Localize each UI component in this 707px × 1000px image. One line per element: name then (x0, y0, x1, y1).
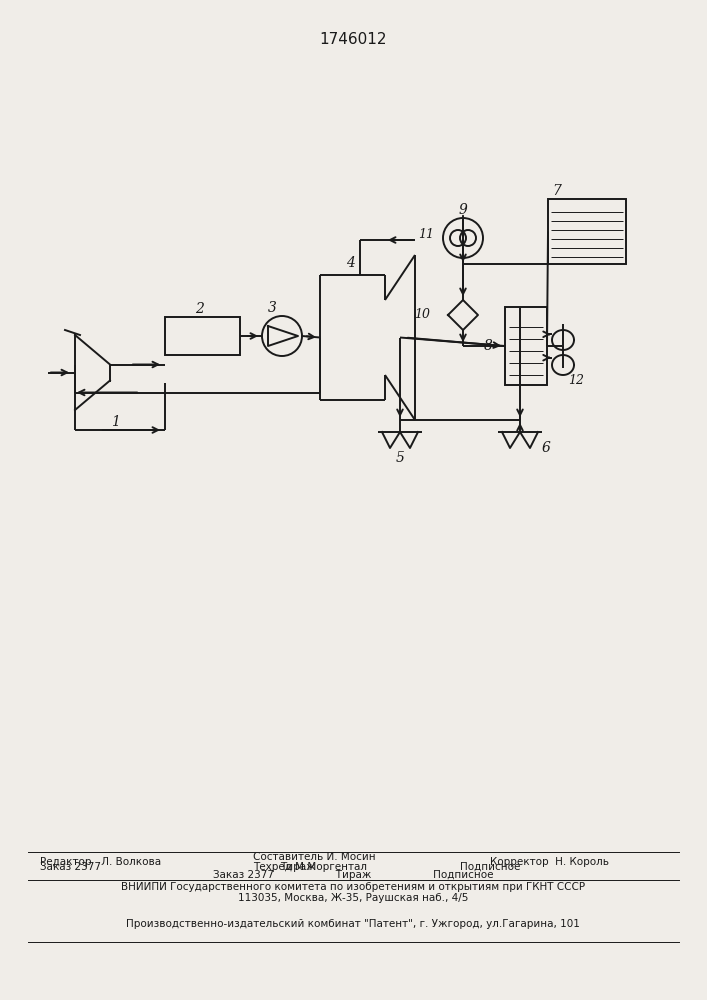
Text: 1746012: 1746012 (320, 32, 387, 47)
Text: 8: 8 (484, 339, 493, 353)
Text: 12: 12 (568, 374, 584, 387)
Text: 9: 9 (459, 203, 467, 217)
Text: 11: 11 (418, 229, 434, 241)
Text: Составитель И. Мосин: Составитель И. Мосин (253, 852, 375, 862)
Text: Производственно-издательский комбинат "Патент", г. Ужгород, ул.Гагарина, 101: Производственно-издательский комбинат "П… (126, 919, 580, 929)
Text: 1: 1 (110, 415, 119, 429)
Text: 3: 3 (267, 301, 276, 315)
Text: 5: 5 (395, 451, 404, 465)
Bar (165, 317, 240, 355)
Text: Тираж: Тираж (280, 862, 315, 872)
Text: 113035, Москва, Ж-35, Раушская наб., 4/5: 113035, Москва, Ж-35, Раушская наб., 4/5 (238, 893, 468, 903)
Text: ВНИИПИ Государственного комитета по изобретениям и открытиям при ГКНТ СССР: ВНИИПИ Государственного комитета по изоб… (121, 882, 585, 892)
Bar (548, 199, 626, 264)
Text: 6: 6 (542, 441, 551, 455)
Text: Заказ 2377: Заказ 2377 (40, 862, 101, 872)
Text: Корректор  Н. Король: Корректор Н. Король (490, 857, 609, 867)
Text: 4: 4 (346, 256, 354, 270)
Text: 10: 10 (414, 308, 430, 322)
Text: Техред М.Моргентал: Техред М.Моргентал (253, 862, 367, 872)
Text: 2: 2 (196, 302, 204, 316)
Text: Заказ 2377                   Тираж                   Подписное: Заказ 2377 Тираж Подписное (213, 870, 493, 880)
Text: Подписное: Подписное (460, 862, 520, 872)
Bar (505, 307, 547, 385)
Text: Редактор   Л. Волкова: Редактор Л. Волкова (40, 857, 161, 867)
Text: 7: 7 (552, 184, 561, 198)
